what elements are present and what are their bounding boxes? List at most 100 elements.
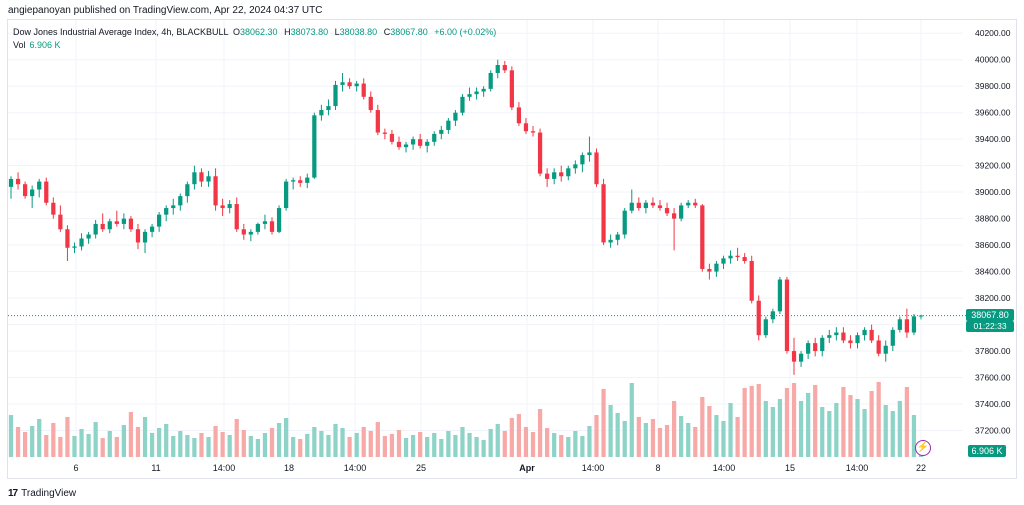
volume-bar <box>241 430 246 457</box>
volume-bar <box>312 427 317 457</box>
volume-bar <box>396 430 402 457</box>
candle-body <box>389 133 395 142</box>
candle-body <box>185 184 190 197</box>
candle-body <box>813 343 818 352</box>
volume-bar <box>460 427 465 457</box>
candle-body <box>157 214 162 227</box>
candle-body <box>911 316 917 333</box>
legend-open-label: O <box>232 27 240 37</box>
candle-body <box>841 332 846 341</box>
x-tick-label: 22 <box>916 463 926 473</box>
candle-body <box>904 319 910 333</box>
candle-body <box>213 176 218 206</box>
candle-body <box>629 202 634 211</box>
volume-bar <box>333 424 338 457</box>
candle-body <box>248 231 253 235</box>
volume-bar <box>340 428 345 457</box>
volume-bar <box>410 435 416 457</box>
x-tick-label: 25 <box>416 463 426 473</box>
volume-bar <box>806 393 811 457</box>
tradingview-logo-icon: 17 <box>8 488 18 499</box>
candle-body <box>615 234 620 240</box>
candle-body <box>516 107 522 124</box>
volume-bar <box>178 431 183 457</box>
candle-body <box>566 168 571 177</box>
volume-bar <box>453 435 458 457</box>
volume-bar <box>446 431 451 457</box>
volume-bar <box>502 431 507 457</box>
volume-bar <box>206 437 211 457</box>
y-tick-label: 40000.00 <box>975 55 1011 65</box>
candle-body <box>333 84 338 107</box>
candle-body <box>44 181 49 203</box>
candle-body <box>495 65 500 73</box>
volume-label: Vol <box>13 40 26 50</box>
volume-bar <box>869 391 874 457</box>
candle-body <box>890 329 895 346</box>
volume-bar <box>142 417 148 457</box>
footer-brand[interactable]: 17 TradingView <box>8 488 76 499</box>
candle-body <box>114 221 119 224</box>
volume-bar <box>679 416 684 457</box>
candle-body <box>848 340 853 344</box>
candle-body <box>58 214 63 230</box>
volume-bar <box>319 431 324 457</box>
volume-bar <box>305 434 310 457</box>
y-tick-label: 38200.00 <box>975 293 1011 303</box>
y-tick-label: 39200.00 <box>975 161 1011 171</box>
lightning-icon[interactable]: ⚡ <box>915 440 931 456</box>
volume-bar <box>756 384 761 457</box>
volume-bar <box>107 431 112 457</box>
candle-body <box>291 180 296 182</box>
candle-body <box>432 133 437 142</box>
volume-bar <box>594 415 599 457</box>
volume-bar <box>770 407 775 457</box>
candle-body <box>149 226 155 232</box>
volume-bar <box>636 417 641 457</box>
volume-bar <box>467 433 472 457</box>
candle-body <box>820 337 825 352</box>
volume-bar <box>608 405 613 457</box>
candle-body <box>93 223 98 235</box>
candle-body <box>22 184 28 197</box>
x-tick-label: 6 <box>73 463 78 473</box>
candle-body <box>742 257 747 262</box>
y-tick-label: 37400.00 <box>975 399 1011 409</box>
y-tick-label: 40200.00 <box>975 28 1011 38</box>
x-tick-label: 14:00 <box>582 463 605 473</box>
y-tick-label: 38800.00 <box>975 214 1011 224</box>
candle-body <box>700 205 705 269</box>
volume-badge: 6.906 K <box>968 445 1006 457</box>
candle-body <box>791 351 797 362</box>
candle-body <box>100 223 105 230</box>
volume-bar <box>742 388 747 457</box>
candle-body <box>545 173 550 179</box>
legend-close-value: 38067.80 <box>390 27 428 37</box>
volume-bar <box>876 382 881 457</box>
last-price-badge: 38067.80 <box>966 309 1014 321</box>
volume-bar <box>545 428 550 457</box>
volume-legend: Vol 6.906 K <box>13 40 61 50</box>
candle-body <box>664 208 670 214</box>
candle-body <box>312 115 317 178</box>
volume-bar <box>298 439 303 457</box>
candle-body <box>284 181 289 209</box>
volume-bar <box>883 405 888 457</box>
volume-bar <box>862 409 867 457</box>
candle-body <box>107 221 112 230</box>
candle-body <box>594 152 599 185</box>
candle-body <box>361 83 366 97</box>
volume-bar <box>227 435 232 457</box>
candle-body <box>192 172 197 185</box>
candle-body <box>418 139 423 146</box>
candle-body <box>784 279 790 352</box>
legend-change: +6.00 (+0.02%) <box>434 27 497 37</box>
candle-body <box>650 202 656 206</box>
volume-bar <box>65 417 70 457</box>
volume-bar <box>820 407 825 457</box>
candle-body <box>855 335 860 344</box>
volume-bar <box>234 419 239 457</box>
legend-high-value: 38073.80 <box>290 27 329 37</box>
volume-bar <box>509 418 514 457</box>
